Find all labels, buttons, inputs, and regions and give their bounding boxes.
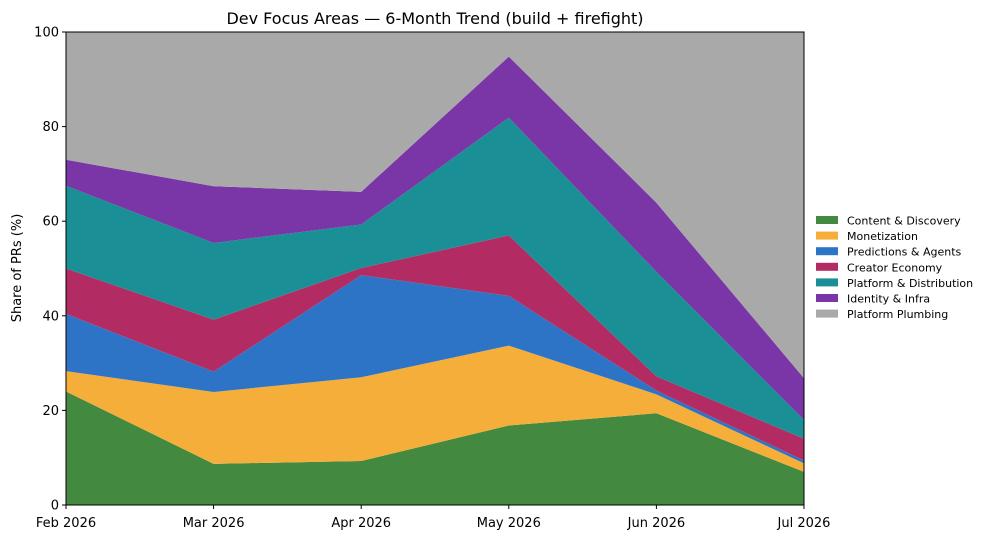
legend-label: Platform Plumbing [847,308,948,321]
legend-swatch [816,247,838,256]
y-tick-label: 20 [42,404,59,419]
legend-label: Identity & Infra [847,293,930,306]
legend-swatch [816,278,838,287]
legend-swatch [816,216,838,224]
legend-swatch [816,294,838,302]
legend-label: Predictions & Agents [847,246,962,259]
area-2 [66,275,804,464]
area-5 [66,56,804,420]
legend-label: Creator Economy [847,261,943,274]
legend-swatch [816,231,838,240]
y-axis-title: Share of PRs (%) [10,214,25,323]
x-tick-label: Feb 2026 [36,516,96,531]
x-axis: Feb 2026 Mar 2026 Apr 2026 May 2026 Jun 2026… [36,505,831,531]
area-0 [66,391,804,505]
legend-label: Content & Discovery [847,215,961,228]
x-tick-label: May 2026 [477,516,541,531]
y-tick-label: 60 [42,215,59,230]
x-tick-label: Jun 2026 [627,516,686,531]
legend-swatch [816,262,838,271]
y-tick-label: 100 [34,26,59,41]
legend-label: Platform & Distribution [847,277,973,290]
x-tick-label: Jul 2026 [777,516,831,531]
legend: Content & Discovery Monetization Predictio… [816,215,973,321]
y-tick-label: 0 [51,499,59,514]
x-tick-label: Apr 2026 [331,516,391,531]
area-4 [66,117,804,439]
area-3 [66,235,804,461]
y-tick-label: 40 [42,309,59,324]
area-1 [66,345,804,472]
legend-label: Monetization [847,230,918,243]
y-axis: 0 20 40 60 80 100 [34,26,66,514]
plot-frame [65,31,805,506]
legend-swatch [816,309,838,318]
y-tick-label: 80 [42,120,59,135]
area-6 [66,32,804,379]
plot-areas [66,32,804,505]
chart-title: Dev Focus Areas — 6-Month Trend (build +… [226,9,643,28]
x-tick-label: Mar 2026 [183,516,245,531]
